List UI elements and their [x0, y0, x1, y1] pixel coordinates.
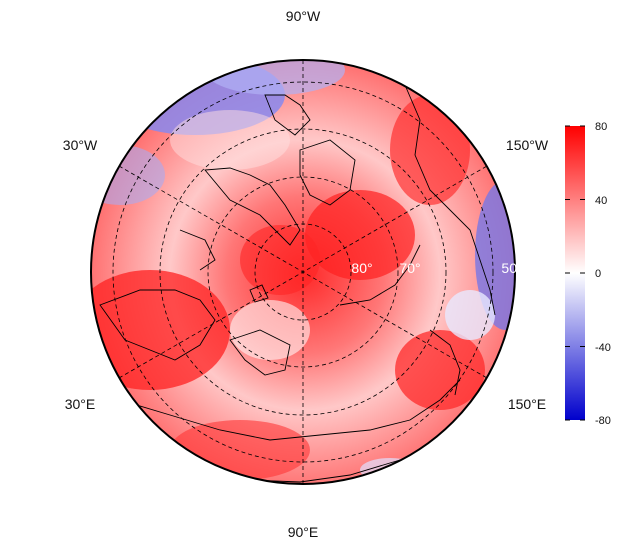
lon-label-90e: 90°E — [288, 524, 319, 540]
lon-label-150w: 150°W — [506, 137, 549, 153]
lat-label-70: 70° — [399, 260, 420, 276]
lat-label-50: 50° — [501, 260, 522, 276]
coastlines — [99, 84, 496, 483]
colorbar-tick-40: 40 — [595, 195, 607, 207]
colorbar-tick-80: 80 — [595, 121, 607, 133]
graticule — [112, 60, 494, 484]
map-boundary — [90, 59, 516, 485]
colorbar-tick-neg40: -40 — [595, 342, 611, 354]
lat-label-80: 80° — [351, 260, 372, 276]
lon-label-30w: 30°W — [63, 137, 98, 153]
colorbar-tick-neg80: -80 — [595, 415, 611, 427]
colorbar-tick-0: 0 — [595, 268, 601, 280]
lon-label-30e: 30°E — [65, 396, 96, 412]
lon-label-90w: 90°W — [286, 8, 321, 24]
lon-label-150e: 150°E — [508, 396, 546, 412]
colorbar: 80 40 0 -40 -80 — [565, 121, 611, 427]
